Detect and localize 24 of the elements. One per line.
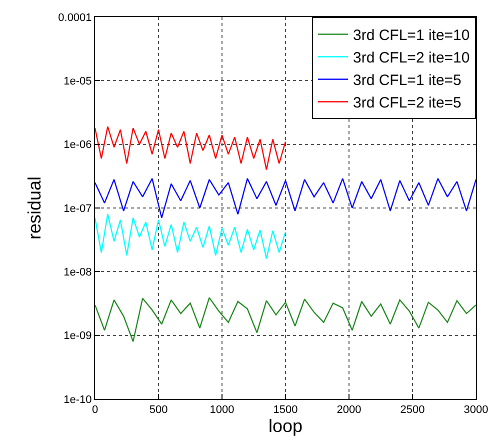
x-tick-label: 2500 <box>400 404 425 416</box>
y-tick-label: 1e-07 <box>64 202 92 215</box>
line-series <box>95 297 476 342</box>
legend-label: 3rd CFL=1 ite=10 <box>353 27 470 44</box>
y-axis-title: residual <box>24 176 44 240</box>
y-tick-label: 1e-09 <box>64 330 92 342</box>
y-tick-label: 1e-10 <box>64 394 92 406</box>
line-series <box>95 126 286 170</box>
x-tick-label: 0 <box>92 404 98 416</box>
y-tick-label: 1e-05 <box>64 76 92 88</box>
legend-label: 3rd CFL=2 ite=5 <box>353 94 462 112</box>
x-tick-label: 3000 <box>464 404 488 416</box>
legend-label: 3rd CFL=1 ite=5 <box>353 72 462 90</box>
y-tick-label: 1e-06 <box>64 139 92 152</box>
x-tick-label: 1500 <box>273 404 298 416</box>
x-tick-label: 2000 <box>336 404 362 416</box>
line-series <box>95 178 476 218</box>
x-axis-title: loop <box>268 416 303 436</box>
y-tick-label: 0.0001 <box>58 12 92 24</box>
x-tick-label: 1000 <box>210 404 234 416</box>
line-series <box>95 214 286 260</box>
legend-label: 3rd CFL=2 ite=10 <box>353 50 470 67</box>
x-tick-label: 500 <box>149 404 168 416</box>
y-tick-label: 1e-08 <box>64 266 92 279</box>
